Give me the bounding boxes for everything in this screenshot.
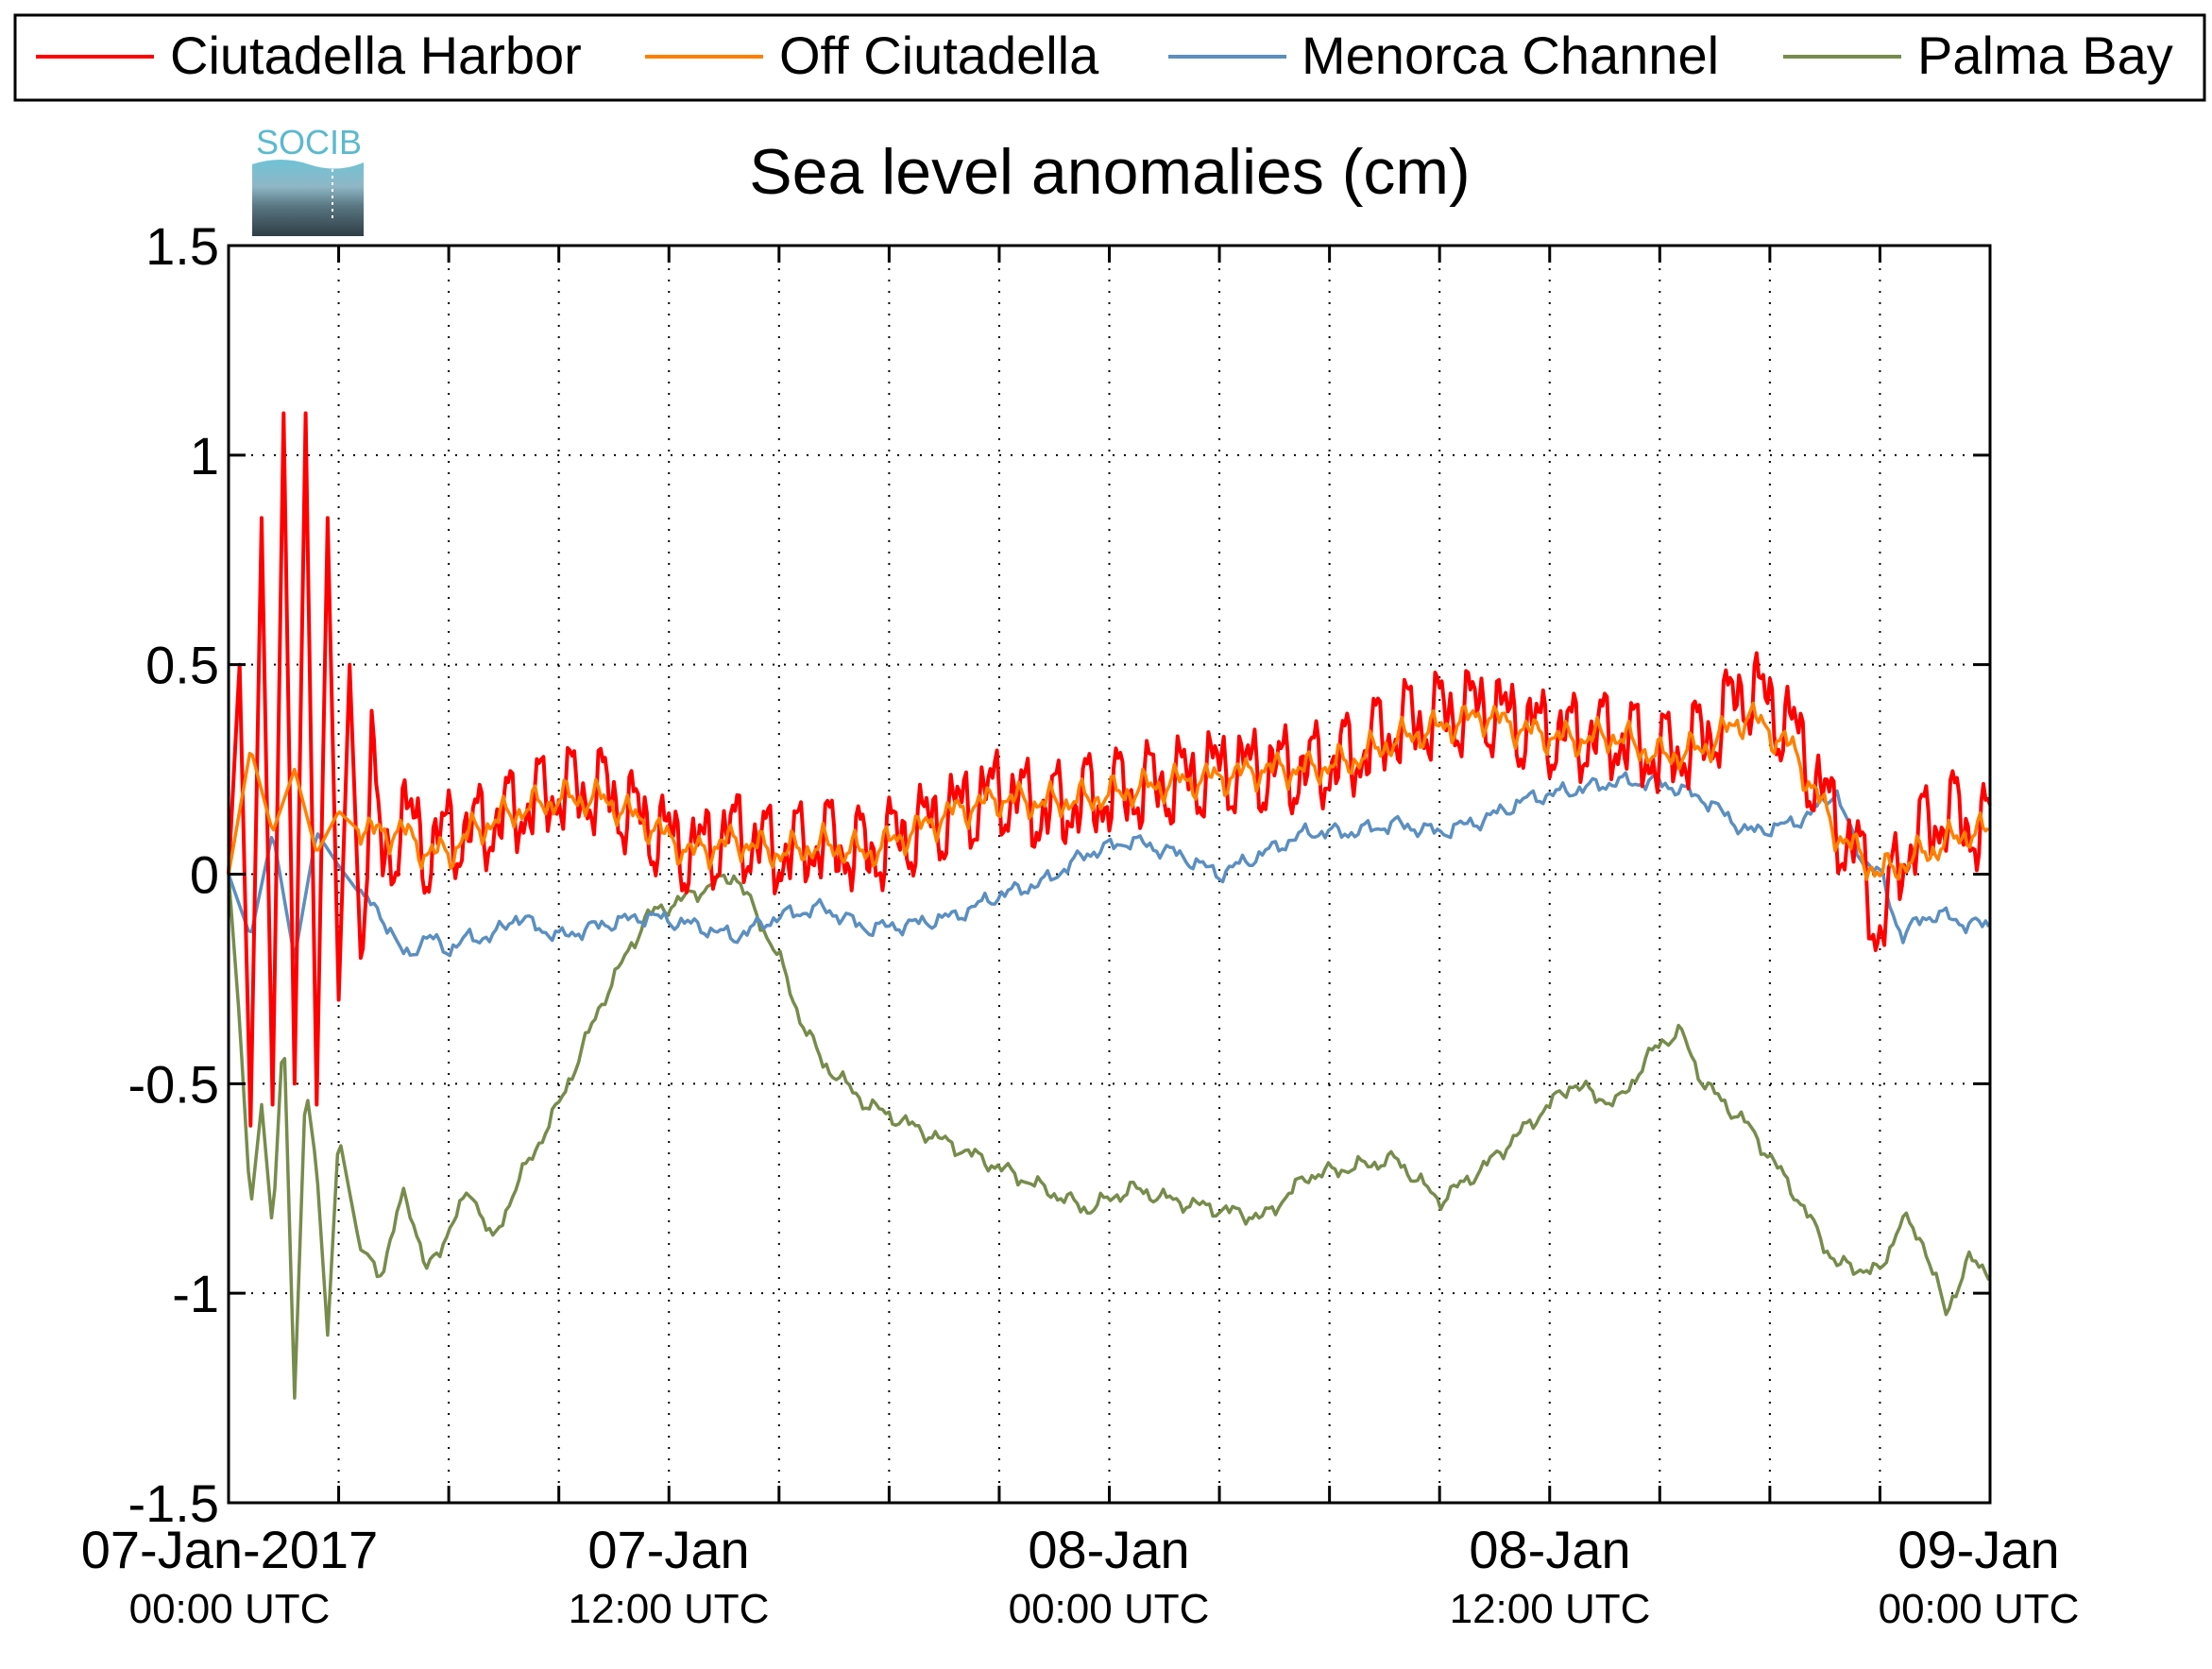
y-tick-label-0: 1.5 xyxy=(145,216,219,276)
series-line-3 xyxy=(227,873,1991,1400)
x-tick-sublabel-4: 00:00 UTC xyxy=(1879,1586,2080,1632)
y-tick-label-4: -0.5 xyxy=(128,1054,220,1114)
x-tick-label-0: 07-Jan-2017 xyxy=(81,1520,378,1579)
x-tick-sublabel-3: 12:00 UTC xyxy=(1450,1586,1651,1632)
legend-label-1: Off Ciutadella xyxy=(779,26,1099,85)
legend: Ciutadella Harbor Off Ciutadella Menorca C… xyxy=(13,13,2206,102)
y-tick-label-6: -1.5 xyxy=(128,1473,220,1533)
ticks xyxy=(227,244,1992,1505)
x-tick-label-3: 08-Jan xyxy=(1469,1520,1630,1579)
legend-label-2: Menorca Channel xyxy=(1302,26,1719,85)
x-tick-sublabel-2: 00:00 UTC xyxy=(1009,1586,1210,1632)
x-tick-sublabel-1: 12:00 UTC xyxy=(569,1586,770,1632)
series-layer xyxy=(227,411,1992,1400)
y-tick-label-2: 0.5 xyxy=(145,636,219,695)
tick-labels: 1.5 1 0.5 0 -0.5 -1 -1.507-Jan-2017 00:00 UTC 07… xyxy=(81,216,2080,1632)
series-line-1 xyxy=(227,701,1990,881)
plot-area xyxy=(229,246,1990,1503)
x-tick-label-4: 09-Jan xyxy=(1897,1520,2059,1579)
legend-label-0: Ciutadella Harbor xyxy=(170,26,582,85)
series-line-2 xyxy=(227,771,1991,960)
series-line-0 xyxy=(227,411,1992,1128)
y-tick-label-5: -1 xyxy=(172,1264,219,1323)
x-tick-sublabel-0: 00:00 UTC xyxy=(129,1586,331,1632)
chart-title: Sea level anomalies (cm) xyxy=(749,136,1470,208)
x-tick-label-1: 07-Jan xyxy=(587,1520,749,1579)
socib-logo-text: SOCIB xyxy=(256,123,362,162)
legend-label-3: Palma Bay xyxy=(1917,26,2173,85)
x-tick-label-2: 08-Jan xyxy=(1028,1520,1189,1579)
y-tick-label-3: 0 xyxy=(190,845,219,905)
y-tick-label-1: 1 xyxy=(190,426,219,485)
socib-logo: SOCIB xyxy=(252,123,364,236)
